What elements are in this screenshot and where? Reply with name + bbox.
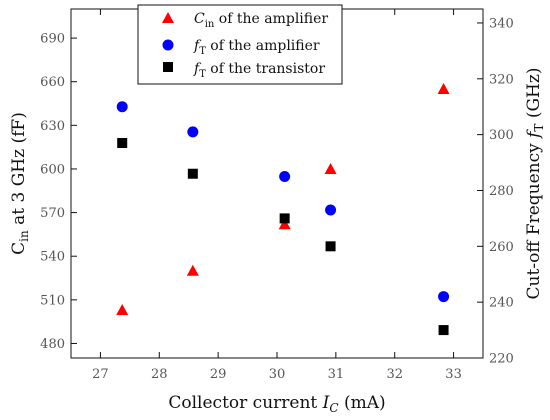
y-left-tick-label: 540	[40, 250, 65, 265]
y-axis-left-label: Cin at 3 GHz (fF)	[9, 112, 31, 255]
data-point-circle	[438, 291, 450, 303]
data-point-triangle	[116, 304, 129, 316]
data-point-square	[438, 325, 449, 336]
y-right-tick-label: 260	[489, 240, 514, 255]
data-point-circle	[187, 126, 199, 138]
legend-label-cin-amplifier: Cin of the amplifier	[194, 11, 328, 30]
data-point-square	[117, 138, 128, 149]
data-point-square	[325, 241, 336, 252]
y-right-tick-label: 220	[489, 352, 514, 367]
x-tick-label: 30	[269, 367, 286, 382]
legend-label-ft-transistor: fT of the transistor	[193, 61, 325, 80]
y-left-tick-label: 690	[40, 32, 65, 47]
x-tick-label: 27	[92, 367, 109, 382]
legend: Cin of the amplifier fT of the amplifier…	[137, 4, 343, 85]
legend-marker-cin-amplifier	[162, 12, 174, 23]
y-right-tick-label: 280	[489, 184, 514, 199]
data-point-circle	[325, 204, 337, 216]
y-right-tick-label: 300	[489, 128, 514, 143]
x-tick-label: 28	[151, 367, 168, 382]
y-left-tick-label: 660	[40, 75, 65, 90]
data-marks	[116, 82, 450, 336]
x-tick-label: 29	[210, 367, 227, 382]
axis-ticks: 27 28 29 30 31 32 33 480 510 540 570 600 630 660 690 22…	[40, 9, 514, 382]
x-tick-label: 32	[386, 367, 403, 382]
y-right-tick-label: 320	[489, 72, 514, 87]
x-axis-label: Collector current IC (mA)	[168, 393, 385, 415]
x-tick-label: 31	[328, 367, 345, 382]
y-left-tick-label: 510	[40, 293, 65, 308]
data-point-triangle	[186, 264, 199, 276]
data-point-triangle	[437, 82, 450, 94]
legend-marker-ft-transistor	[163, 62, 173, 72]
y-axis-right-label: Cut-off Frequency fT (GHz)	[524, 68, 546, 300]
data-point-triangle	[278, 218, 291, 230]
data-point-triangle	[324, 162, 337, 174]
data-point-square	[187, 168, 198, 179]
legend-marker-ft-amplifier	[162, 39, 174, 51]
y-left-tick-label: 600	[40, 162, 65, 177]
y-left-tick-label: 480	[40, 337, 65, 352]
data-point-circle	[116, 101, 128, 113]
y-left-tick-label: 570	[40, 206, 65, 221]
y-right-tick-label: 240	[489, 296, 514, 311]
x-tick-label: 33	[445, 367, 462, 382]
y-right-tick-label: 340	[489, 16, 514, 31]
data-point-circle	[279, 171, 291, 183]
data-point-square	[279, 213, 290, 224]
y-left-tick-label: 630	[40, 119, 65, 134]
legend-label-ft-amplifier: fT of the amplifier	[193, 38, 320, 57]
